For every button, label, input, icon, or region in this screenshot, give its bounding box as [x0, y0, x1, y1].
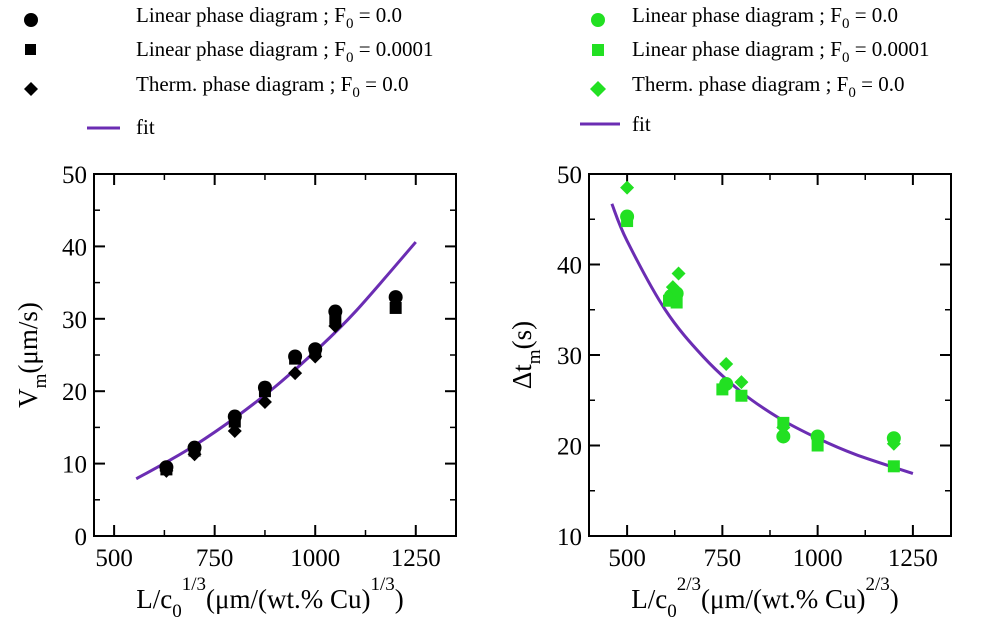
legend-label: fit — [632, 112, 651, 136]
data-point-square — [735, 389, 748, 402]
y-tick-label: 20 — [557, 434, 582, 461]
data-point-diamond — [886, 436, 901, 451]
data-point-diamond — [159, 463, 174, 478]
y-axis-label: Vm(μm/s) — [13, 302, 51, 408]
axis-ticks: 10 20 30 40 50 500 750 1000 1250 — [557, 162, 951, 572]
x-tick-label: 750 — [196, 545, 234, 572]
x-tick-label: 1000 — [793, 545, 843, 572]
data-point-square — [716, 383, 729, 396]
plot-frame — [93, 173, 457, 537]
data-point-circle — [388, 290, 403, 305]
legend-label: Linear phase diagram ; F0 = 0.0 — [136, 3, 402, 32]
data-point-diamond — [257, 395, 272, 410]
chart-right: 10 20 30 40 50 500 750 1000 1250 Δtm(s) L/c02/3(… — [507, 162, 952, 622]
data-point-diamond — [328, 319, 343, 334]
x-tick-label: 500 — [608, 545, 646, 572]
legend-right-item-fit: fit — [580, 112, 651, 136]
legend-label: Therm. phase diagram ; F0 = 0.0 — [632, 72, 904, 101]
y-tick-label: 30 — [62, 307, 87, 334]
data-point-square — [258, 385, 271, 398]
y-tick-label: 50 — [557, 162, 582, 189]
legend-left-item-circle: Linear phase diagram ; F0 = 0.0 — [24, 3, 402, 32]
chart-left: 0 10 20 30 40 50 500 750 1000 1250 Vm(μm/s) L/c01… — [13, 162, 457, 622]
legend-left-item-diamond: Therm. phase diagram ; F0 = 0.0 — [24, 72, 408, 101]
y-tick-label: 10 — [557, 524, 582, 551]
data-point-diamond — [734, 375, 749, 390]
legend-marker-square — [592, 44, 604, 56]
legend-label: Therm. phase diagram ; F0 = 0.0 — [136, 72, 408, 101]
fit-layer — [135, 241, 417, 481]
data-point-diamond — [308, 349, 323, 364]
legend-marker-circle — [24, 13, 38, 27]
y-tick-label: 0 — [75, 524, 88, 551]
data-point-square — [329, 312, 342, 325]
x-tick-label: 1250 — [391, 545, 441, 572]
data-point-square — [670, 296, 683, 309]
data-point-square — [811, 439, 824, 452]
legend-left-item-fit: fit — [87, 115, 155, 139]
data-point-diamond — [187, 447, 202, 462]
x-axis-label: L/c01/3(μm/(wt.% Cu)1/3) — [136, 574, 404, 622]
data-point-diamond — [620, 180, 635, 195]
legend-right-item-diamond: Therm. phase diagram ; F0 = 0.0 — [590, 72, 904, 101]
x-axis-label: L/c02/3(μm/(wt.% Cu)2/3) — [631, 574, 899, 622]
data-point-square — [887, 460, 900, 473]
data-point-diamond — [719, 357, 734, 372]
fit-curve — [610, 203, 914, 475]
legend-left-item-square: Linear phase diagram ; F0 = 0.0001 — [25, 37, 434, 66]
y-tick-label: 50 — [62, 162, 87, 189]
legend-marker-diamond — [24, 82, 38, 96]
y-tick-label: 30 — [557, 343, 582, 370]
legend-right-item-square: Linear phase diagram ; F0 = 0.0001 — [592, 37, 930, 66]
data-point-square — [289, 352, 302, 365]
data-point-diamond — [227, 424, 242, 439]
marker-layer — [620, 180, 901, 473]
marker-layer — [159, 290, 403, 478]
data-point-diamond — [288, 366, 303, 381]
legend-right: Linear phase diagram ; F0 = 0.0 Linear p… — [580, 3, 930, 136]
fit-curve — [135, 241, 417, 481]
x-tick-label: 750 — [704, 545, 742, 572]
data-point-diamond — [671, 266, 686, 281]
x-tick-label: 1250 — [888, 545, 938, 572]
data-point-diamond — [776, 420, 791, 435]
y-tick-label: 40 — [62, 234, 87, 261]
fit-layer — [610, 203, 914, 475]
x-tick-label: 1000 — [290, 545, 340, 572]
plot-frame — [588, 173, 952, 537]
data-point-square — [228, 415, 241, 428]
legend-label: fit — [136, 115, 155, 139]
data-point-circle — [776, 429, 791, 444]
legend-marker-square — [25, 44, 36, 55]
axis-ticks: 0 10 20 30 40 50 500 750 1000 1250 — [62, 162, 456, 572]
data-point-square — [389, 301, 402, 314]
legend-label: Linear phase diagram ; F0 = 0.0 — [632, 3, 898, 32]
legend-label: Linear phase diagram ; F0 = 0.0001 — [632, 37, 930, 66]
data-point-diamond — [665, 280, 680, 295]
legend-label: Linear phase diagram ; F0 = 0.0001 — [136, 37, 434, 66]
data-point-square — [621, 215, 634, 228]
y-tick-label: 10 — [62, 452, 87, 479]
y-axis-label: Δtm(s) — [507, 321, 545, 389]
legend-marker-diamond — [590, 81, 606, 97]
legend-left: Linear phase diagram ; F0 = 0.0 Linear p… — [24, 3, 434, 139]
y-tick-label: 20 — [62, 379, 87, 406]
x-tick-label: 500 — [95, 545, 133, 572]
legend-marker-circle — [591, 13, 605, 27]
y-tick-label: 40 — [557, 253, 582, 280]
legend-right-item-circle: Linear phase diagram ; F0 = 0.0 — [591, 3, 898, 32]
